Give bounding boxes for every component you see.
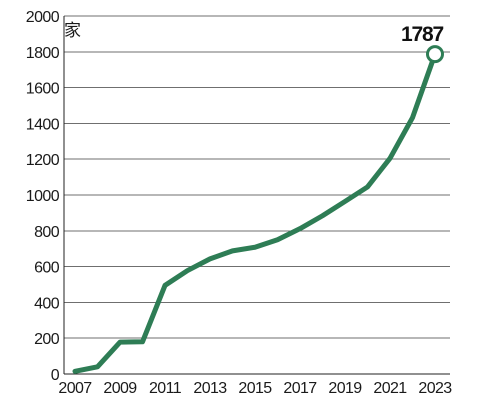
data-points bbox=[73, 45, 444, 374]
y-tick-label: 400 bbox=[34, 295, 60, 312]
data-point bbox=[118, 340, 123, 345]
data-point bbox=[73, 369, 78, 374]
x-tick-label: 2015 bbox=[238, 380, 272, 397]
x-tick-label: 2013 bbox=[193, 380, 227, 397]
data-point bbox=[320, 213, 325, 218]
y-tick-label: 200 bbox=[34, 331, 60, 348]
x-tick-label: 2021 bbox=[373, 380, 407, 397]
data-point bbox=[208, 256, 213, 261]
series bbox=[72, 51, 438, 374]
y-tick-label: 1200 bbox=[26, 152, 60, 169]
x-tick-labels: 2007 2009 2011 2013 2015 2017 2019 2021 2023 bbox=[58, 380, 452, 397]
data-point bbox=[253, 245, 258, 250]
y-tick-label: 1800 bbox=[26, 45, 60, 62]
data-point bbox=[185, 268, 190, 273]
latest-value-label: 1787 bbox=[401, 23, 443, 46]
x-tick-label: 2009 bbox=[103, 380, 137, 397]
data-point bbox=[95, 364, 100, 369]
y-tick-label: 2000 bbox=[26, 9, 60, 26]
y-tick-label: 800 bbox=[34, 224, 60, 241]
series-line bbox=[72, 51, 438, 374]
y-tick-label: 0 bbox=[51, 367, 60, 384]
y-tick-label: 1400 bbox=[26, 116, 60, 133]
x-tick-label: 2007 bbox=[58, 380, 92, 397]
y-tick-labels: 0 200 400 600 800 1000 1200 1400 1600 1800 2000 bbox=[26, 9, 60, 384]
data-point bbox=[410, 115, 415, 120]
data-point-highlight bbox=[426, 45, 444, 64]
data-point bbox=[298, 226, 303, 231]
x-tick-label: 2019 bbox=[328, 380, 362, 397]
data-point bbox=[343, 199, 348, 204]
y-tick-label: 600 bbox=[34, 260, 60, 277]
y-tick-label: 1000 bbox=[26, 188, 60, 205]
data-point bbox=[230, 248, 235, 253]
data-point bbox=[388, 156, 393, 161]
y-unit-label: 家 bbox=[64, 21, 81, 40]
data-point bbox=[163, 283, 168, 288]
data-point bbox=[275, 237, 280, 242]
x-tick-label: 2017 bbox=[283, 380, 317, 397]
y-tick-label: 1600 bbox=[26, 81, 60, 98]
x-tick-label: 2023 bbox=[418, 380, 452, 397]
axes bbox=[63, 16, 450, 375]
data-point bbox=[140, 339, 145, 344]
x-tick-label: 2011 bbox=[149, 380, 182, 397]
gridlines bbox=[64, 15, 450, 339]
data-point bbox=[365, 184, 370, 189]
